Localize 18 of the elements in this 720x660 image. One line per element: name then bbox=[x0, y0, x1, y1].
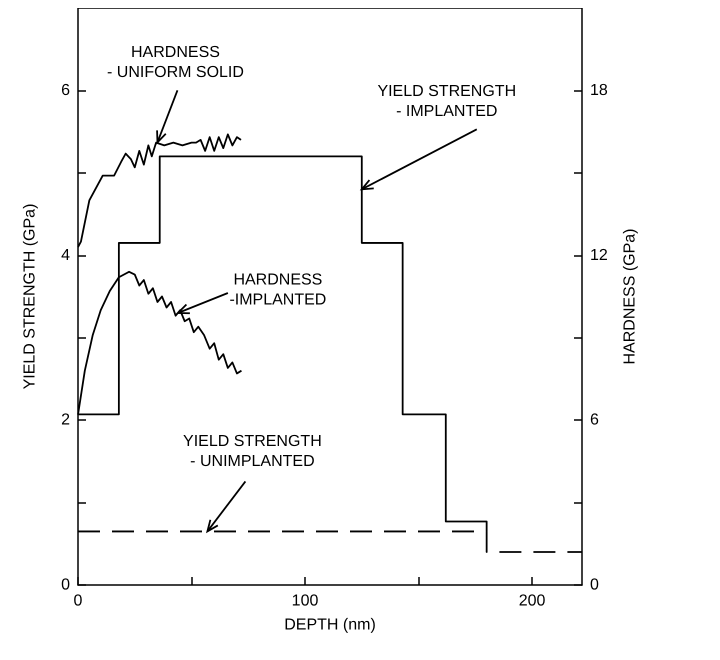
x-tick-label: 200 bbox=[518, 592, 546, 610]
y-tick-label: 0 bbox=[61, 576, 70, 594]
y-tick-label: 2 bbox=[61, 412, 70, 429]
annotation: YIELD STRENGTH - IMPLANTED bbox=[377, 82, 516, 120]
annotation: HARDNESS - UNIFORM SOLID bbox=[107, 44, 244, 81]
y2-axis-title: HARDNESS (GPa) bbox=[622, 228, 638, 365]
y2-tick-label: 0 bbox=[590, 576, 599, 594]
annotation: YIELD STRENGTH - UNIMPLANTED bbox=[183, 432, 322, 470]
y-axis-title: YIELD STRENGTH (GPa) bbox=[22, 204, 38, 390]
y-tick-label: 6 bbox=[61, 82, 70, 99]
y2-tick-label: 12 bbox=[590, 246, 608, 264]
y2-tick-label: 6 bbox=[590, 412, 599, 429]
x-axis-title: DEPTH (nm) bbox=[284, 616, 376, 634]
y2-tick-label: 18 bbox=[590, 82, 608, 99]
x-tick-label: 100 bbox=[292, 592, 318, 610]
annotation: HARDNESS -IMPLANTED bbox=[229, 271, 326, 308]
x-tick-label: 0 bbox=[74, 592, 83, 610]
y-tick-label: 4 bbox=[61, 246, 70, 264]
